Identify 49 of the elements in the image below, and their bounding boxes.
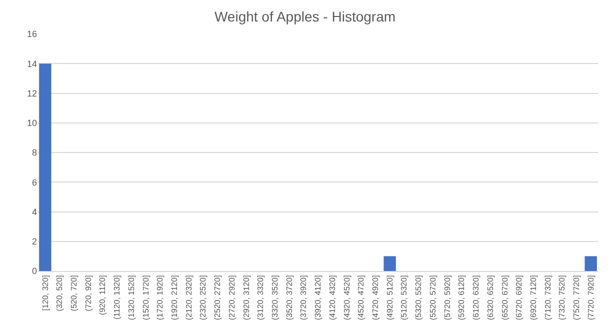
y-tick-label: 12 (26, 88, 37, 98)
y-tick-label: 16 (26, 29, 37, 40)
x-tick-label: (4520, 4720] (356, 275, 366, 320)
x-tick-label: (6920, 7120] (528, 275, 538, 320)
x-tick-label: (6320, 6520] (486, 275, 495, 320)
x-tick-label: (6520, 6720] (500, 275, 510, 320)
y-tick-label: 0 (32, 266, 37, 276)
x-tick-label: [120, 320] (40, 275, 50, 311)
x-tick-label: (1920, 2120] (170, 275, 180, 320)
x-tick-label: (3520, 3720] (284, 275, 294, 320)
x-tick-label: (4320, 4520] (342, 275, 352, 320)
y-tick-label: 6 (32, 177, 37, 188)
x-tick-label: (2920, 3120] (242, 275, 251, 320)
x-tick-label: (7520, 7720] (572, 275, 582, 320)
x-tick-label: (1720, 1920] (156, 275, 165, 320)
y-tick-label: 14 (26, 58, 37, 69)
x-tick-label: (920, 1120] (98, 275, 108, 316)
x-tick-label: (7720, 7920] (586, 275, 596, 320)
x-tick-label: (1120, 1320] (112, 275, 122, 320)
x-tick-label: (4920, 5120] (385, 275, 394, 320)
x-tick-label: (1520, 1720] (141, 275, 150, 320)
x-tick-label: (5120, 5320] (400, 275, 409, 320)
x-tick-label: (3120, 3320] (256, 275, 266, 320)
x-tick-label: (5320, 5520] (414, 275, 424, 320)
x-tick-label: (720, 920] (84, 275, 93, 312)
x-tick-label: (3320, 3520] (270, 275, 280, 320)
x-tick-label: (3720, 3920] (299, 275, 308, 320)
x-tick-label: (2520, 2720] (213, 275, 222, 320)
x-tick-label: (3920, 4120] (314, 275, 323, 320)
x-tick-label: (5520, 5720] (428, 275, 438, 320)
y-tick-label: 8 (32, 148, 37, 158)
x-tick-label: (5920, 6120] (457, 275, 466, 320)
x-tick-label: (6120, 6320] (472, 275, 481, 320)
x-tick-label: (2120, 2320] (184, 275, 194, 320)
x-tick-label: (320, 520] (55, 275, 64, 312)
x-tick-label: (2320, 2520] (198, 275, 208, 320)
x-tick-label: (4720, 4920] (371, 275, 380, 320)
x-tick-label: (6720, 6920] (514, 275, 524, 320)
x-tick-label: (2720, 2920] (227, 275, 236, 320)
chart-title: Weight of Apples - Histogram (214, 8, 396, 24)
x-tick-label: (4120, 4320] (328, 275, 337, 320)
x-tick-label: (1320, 1520] (126, 275, 136, 320)
x-tick-label: (7320, 7520] (558, 275, 567, 320)
x-tick-label: (7120, 7320] (543, 275, 552, 320)
y-tick-label: 2 (32, 236, 37, 247)
x-tick-label: (5720, 5920] (442, 275, 452, 320)
y-tick-label: 4 (32, 206, 37, 217)
y-tick-label: 10 (26, 118, 37, 128)
x-tick-label: (520, 720] (70, 275, 78, 312)
